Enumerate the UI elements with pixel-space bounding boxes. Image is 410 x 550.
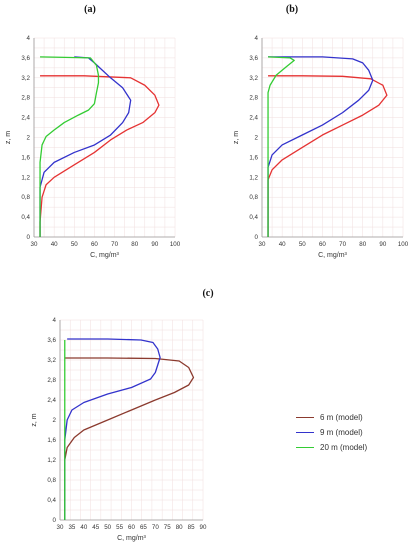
y-tick-label: 4 xyxy=(27,35,31,42)
series-line-2 xyxy=(39,56,100,237)
legend-label-6m: 6 m (model) xyxy=(320,413,363,422)
y-tick-label: 3,2 xyxy=(47,357,56,364)
panel-label-c: (c) xyxy=(202,288,214,299)
y-tick-label: 3,6 xyxy=(21,55,30,62)
x-tick-label: 50 xyxy=(71,241,78,248)
y-tick-label: 1,2 xyxy=(249,174,258,181)
y-axis-title: z, m xyxy=(31,413,38,426)
y-tick-label: 1,6 xyxy=(249,154,258,161)
series-line-0 xyxy=(64,357,195,520)
x-tick-label: 70 xyxy=(111,241,118,248)
series-line-0 xyxy=(39,75,160,237)
y-tick-label: 2 xyxy=(255,135,259,142)
legend: 6 m (model) 9 m (model) 20 m (model) xyxy=(296,410,406,455)
x-tick-label: 30 xyxy=(57,524,64,531)
x-tick-label: 80 xyxy=(131,241,138,248)
legend-item-20m: 20 m (model) xyxy=(296,440,406,455)
x-tick-label: 90 xyxy=(379,241,386,248)
y-tick-label: 3,2 xyxy=(249,75,258,82)
x-tick-label: 30 xyxy=(31,241,38,248)
y-tick-label: 0,8 xyxy=(47,477,56,484)
legend-swatch-9m xyxy=(296,432,314,433)
x-tick-label: 80 xyxy=(359,241,366,248)
x-tick-label: 80 xyxy=(176,524,183,531)
y-tick-label: 1,6 xyxy=(21,154,30,161)
y-axis-title: z, m xyxy=(5,131,12,144)
panel-label-b: (b) xyxy=(285,4,299,15)
chart-a: 30 40 50 60 70 80 90 100 0 0,4 0,8 1,2 1,6 2 2,4 2,8 3,2… xyxy=(5,35,181,259)
legend-swatch-20m xyxy=(296,447,314,448)
x-tick-label: 70 xyxy=(152,524,159,531)
y-tick-label: 0 xyxy=(53,517,57,524)
x-tick-label: 40 xyxy=(80,524,87,531)
x-tick-label: 75 xyxy=(164,524,171,531)
y-tick-label: 2 xyxy=(53,417,57,424)
x-axis-title: C, mg/m³ xyxy=(117,535,146,542)
y-tick-label: 2,8 xyxy=(21,95,30,102)
x-tick-label: 40 xyxy=(279,241,286,248)
y-tick-label: 0 xyxy=(27,234,31,241)
y-tick-label: 0,8 xyxy=(249,194,258,201)
x-tick-label: 60 xyxy=(319,241,326,248)
y-tick-label: 0,4 xyxy=(249,214,258,221)
x-tick-label: 30 xyxy=(259,241,266,248)
y-tick-label: 3,2 xyxy=(21,75,30,82)
y-tick-label: 0 xyxy=(255,234,259,241)
y-tick-label: 1,6 xyxy=(47,437,56,444)
y-tick-label: 2,8 xyxy=(249,95,258,102)
legend-item-6m: 6 m (model) xyxy=(296,410,406,425)
x-tick-label: 50 xyxy=(104,524,111,531)
x-axis-title: C, mg/m³ xyxy=(90,252,119,259)
y-tick-label: 3,6 xyxy=(47,337,56,344)
x-tick-label: 65 xyxy=(140,524,147,531)
x-axis-title: C, mg/m³ xyxy=(318,252,347,259)
series-line-1 xyxy=(64,338,161,520)
x-tick-label: 60 xyxy=(91,241,98,248)
chart-b: 30 40 50 60 70 80 90 100 0 0,4 0,8 1,2 1,6 2 2,4 2,8 3,2… xyxy=(233,35,409,259)
y-tick-label: 3,6 xyxy=(249,55,258,62)
x-tick-label: 90 xyxy=(151,241,158,248)
x-tick-label: 40 xyxy=(51,241,58,248)
series-line-1 xyxy=(267,56,374,237)
legend-swatch-6m xyxy=(296,417,314,418)
y-tick-label: 2,4 xyxy=(47,397,56,404)
legend-label-9m: 9 m (model) xyxy=(320,428,363,437)
y-tick-label: 1,2 xyxy=(47,457,56,464)
x-tick-label: 100 xyxy=(398,241,409,248)
y-tick-label: 2,4 xyxy=(249,115,258,122)
y-tick-label: 2,4 xyxy=(21,115,30,122)
y-axis-title: z, m xyxy=(233,131,240,144)
y-tick-label: 0,4 xyxy=(21,214,30,221)
series-line-0 xyxy=(267,75,388,237)
y-tick-label: 4 xyxy=(255,35,259,42)
x-tick-label: 85 xyxy=(188,524,195,531)
legend-label-20m: 20 m (model) xyxy=(320,443,368,452)
y-tick-label: 2,8 xyxy=(47,377,56,384)
x-tick-label: 50 xyxy=(299,241,306,248)
legend-item-9m: 9 m (model) xyxy=(296,425,406,440)
panel-label-a: (a) xyxy=(84,4,96,15)
series-line-2 xyxy=(267,56,295,237)
x-tick-label: 70 xyxy=(339,241,346,248)
series-line-1 xyxy=(39,56,132,237)
y-tick-label: 1,2 xyxy=(21,174,30,181)
y-tick-label: 2 xyxy=(27,135,31,142)
x-tick-label: 45 xyxy=(92,524,99,531)
x-tick-label: 55 xyxy=(116,524,123,531)
y-tick-label: 0,4 xyxy=(47,497,56,504)
y-tick-label: 4 xyxy=(53,317,57,324)
x-tick-label: 100 xyxy=(170,241,181,248)
x-tick-label: 90 xyxy=(200,524,207,531)
y-tick-label: 0,8 xyxy=(21,194,30,201)
x-tick-label: 35 xyxy=(68,524,75,531)
x-tick-label: 60 xyxy=(128,524,135,531)
